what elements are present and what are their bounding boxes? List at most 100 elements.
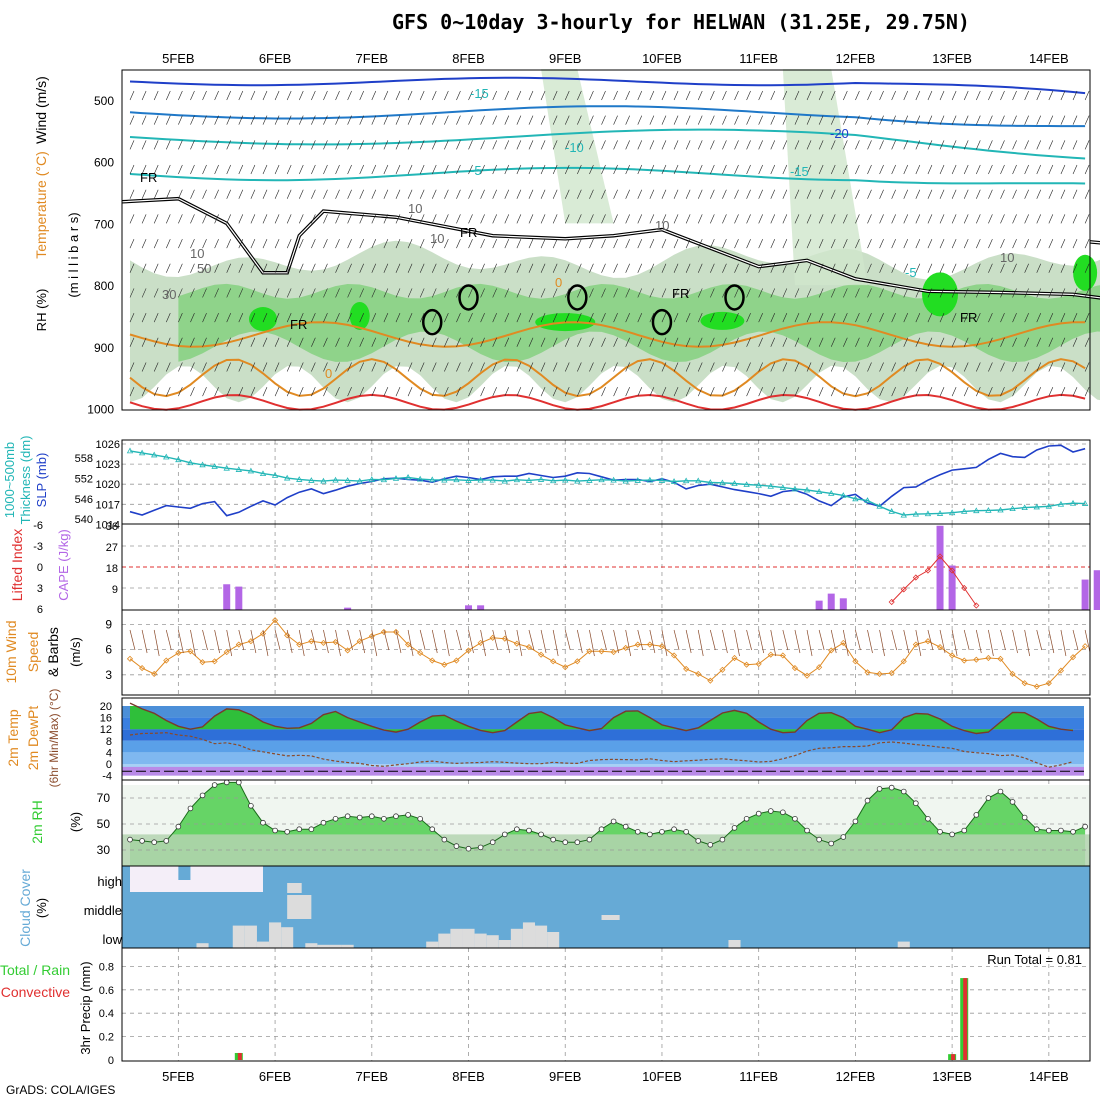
thickness-marker (888, 508, 895, 514)
wind-barb (431, 140, 437, 150)
wind-barb-10m (504, 629, 511, 654)
rh-marker (659, 828, 665, 835)
wind-barb (407, 90, 413, 101)
wind-barb (673, 164, 679, 175)
wind-barb (806, 312, 812, 323)
wind-barb (456, 288, 461, 298)
wind-barb (891, 238, 896, 249)
wind-barb (129, 115, 135, 125)
wind-barb (492, 362, 497, 372)
thickness-marker (175, 456, 182, 463)
wind-barb (323, 362, 328, 372)
date-label-bottom: 13FEB (932, 1069, 972, 1084)
wind-barb (951, 140, 957, 150)
wind-barb (504, 312, 510, 323)
thickness-marker (441, 476, 448, 483)
pressure-tick-label: 600 (94, 156, 114, 170)
wind-barb (879, 90, 884, 101)
wind-barb (746, 288, 751, 298)
rh-marker (610, 818, 617, 825)
rh-marker (127, 836, 133, 843)
rh-marker (1021, 814, 1028, 821)
wind-speed-marker (175, 649, 182, 657)
rh-marker (175, 823, 182, 830)
wind-barb (843, 263, 848, 273)
wind-barb (927, 288, 933, 298)
wind-barb (734, 140, 739, 150)
rh-marker (453, 843, 460, 849)
wind-barb (153, 189, 159, 199)
wind-barb (746, 140, 751, 150)
wind-barb (1084, 90, 1090, 101)
wind-barb (782, 90, 788, 101)
wind-barb-10m (202, 629, 208, 651)
low-cloud-bar (498, 940, 511, 948)
wind-barb (407, 214, 413, 224)
wind-barb (238, 214, 244, 224)
wind-barb (1048, 263, 1054, 273)
wind-barb (516, 214, 522, 224)
wind-speed-marker (1045, 680, 1052, 687)
thickness-tick-label: 558 (75, 453, 93, 465)
wind-barb (891, 288, 896, 298)
wind-barb (165, 164, 171, 175)
wind-barb (734, 288, 739, 298)
date-label-top: 8FEB (452, 51, 485, 66)
wind-barb (1072, 337, 1078, 347)
wind-barb (335, 214, 340, 224)
slp-axis-label: SLP (mb) (34, 453, 49, 508)
wind-barb (407, 238, 413, 249)
wind-barb (311, 263, 316, 273)
low-cloud-bar (450, 928, 463, 948)
wind-barb (577, 214, 582, 224)
thickness-marker (985, 507, 992, 513)
wind-barb (770, 115, 776, 125)
wind-barb-10m (758, 629, 765, 654)
wind-barb (963, 140, 969, 150)
wind-barb (1024, 189, 1029, 199)
date-label-bottom: 6FEB (259, 1069, 292, 1084)
wind-barb (685, 312, 691, 323)
precip-axis-label: 3hr Precip (mm) (78, 961, 93, 1054)
wind-barb (552, 214, 558, 224)
wind-barb-10m (927, 629, 934, 651)
wind-barb (395, 312, 401, 323)
low-cloud-bar (728, 940, 741, 948)
wind-barb (1000, 387, 1005, 397)
wind-barb (153, 164, 159, 175)
wind-barb (311, 189, 316, 199)
wind-barb (722, 90, 727, 101)
wind-barb (794, 115, 800, 125)
mid-cloud-cell (287, 895, 312, 919)
wind-barb (190, 312, 195, 323)
contour-annotation: 50 (197, 261, 211, 276)
wind-barb (818, 337, 824, 347)
wind-barb-10m (939, 629, 946, 654)
wind-barb (516, 362, 522, 372)
wind-barb (286, 140, 292, 150)
thickness-marker (767, 482, 774, 489)
wind-barb (238, 238, 244, 249)
wind-barb (480, 189, 485, 199)
wind-speed-marker (235, 641, 242, 648)
wind-barb (178, 263, 183, 273)
wind-barb (963, 288, 969, 298)
wind-barb (202, 90, 207, 101)
wind-barb (371, 189, 377, 199)
wind-barb (577, 387, 582, 397)
wind-barb (165, 387, 171, 397)
wind-barb (564, 362, 570, 372)
wind-barb (190, 263, 195, 273)
wind-barb (1036, 312, 1042, 323)
wind-barb (129, 238, 135, 249)
wind-speed-marker (441, 661, 448, 668)
wind-speed-marker (550, 658, 557, 665)
wind-barb-10m (371, 629, 378, 657)
wind-barb (661, 214, 667, 224)
pressure-tick-label: 900 (94, 341, 114, 355)
wind-barb (867, 312, 872, 323)
wind-barb (262, 90, 268, 101)
wind-barb (710, 90, 715, 101)
wind-barb (722, 337, 727, 347)
wind-barb (165, 337, 171, 347)
